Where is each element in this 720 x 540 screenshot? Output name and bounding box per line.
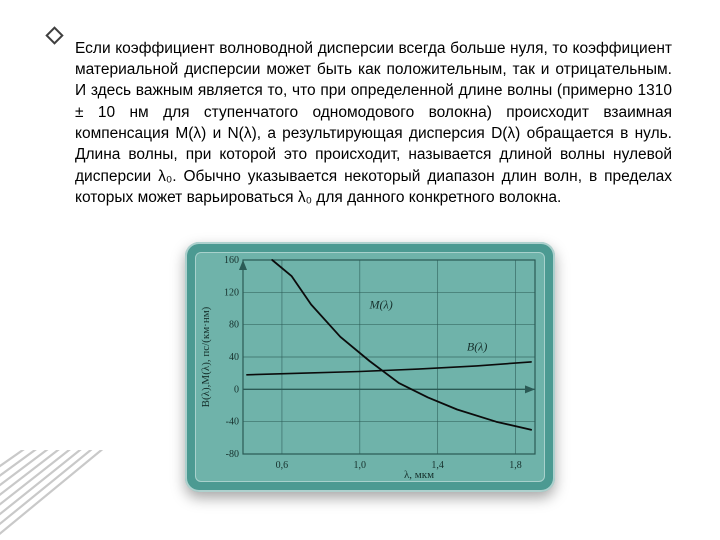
dispersion-chart: -80-40040801201600,61,01,41,8M(λ)B(λ)λ, … — [195, 252, 545, 482]
svg-text:-40: -40 — [226, 417, 239, 428]
svg-text:-80: -80 — [226, 449, 239, 460]
svg-text:0: 0 — [234, 384, 239, 395]
svg-text:1,8: 1,8 — [509, 460, 522, 471]
dispersion-chart-frame: -80-40040801201600,61,01,41,8M(λ)B(λ)λ, … — [185, 242, 555, 492]
svg-text:1,0: 1,0 — [354, 460, 367, 471]
svg-text:B(λ),M(λ), пс/(км·нм): B(λ),M(λ), пс/(км·нм) — [200, 306, 212, 407]
svg-text:160: 160 — [224, 255, 239, 266]
svg-text:B(λ): B(λ) — [467, 340, 488, 354]
svg-text:M(λ): M(λ) — [369, 298, 393, 312]
svg-text:40: 40 — [229, 352, 239, 363]
svg-text:0,6: 0,6 — [276, 460, 289, 471]
svg-text:80: 80 — [229, 320, 239, 331]
svg-text:λ, мкм: λ, мкм — [404, 469, 434, 481]
list-bullet — [45, 26, 63, 44]
svg-text:120: 120 — [224, 287, 239, 298]
body-paragraph: Если коэффициент волноводной дисперсии в… — [75, 38, 672, 209]
